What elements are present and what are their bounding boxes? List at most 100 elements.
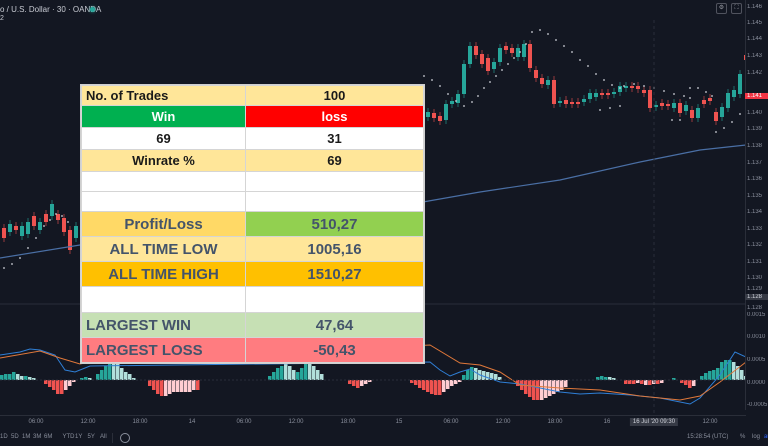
footer-divider — [112, 433, 113, 443]
winrate-value: 69 — [245, 149, 424, 172]
profit-loss-value: 510,27 — [245, 211, 424, 237]
time-axis-label: 16 — [603, 419, 611, 425]
signal-line — [0, 344, 746, 401]
price-axis-tick: 1.140 — [747, 110, 763, 116]
blank-cell — [81, 191, 246, 212]
auto-toggle[interactable]: auto — [764, 434, 768, 440]
parabolic-sar-dots — [3, 29, 746, 269]
winrate-row: Winrate % 69 — [81, 149, 424, 172]
win-label: Win — [81, 105, 246, 128]
time-axis-label: 12:00 — [495, 419, 511, 425]
price-axis-tick: 1.134 — [747, 209, 763, 215]
blank-cell — [81, 171, 246, 192]
win-loss-count-row: 69 31 — [81, 127, 424, 150]
range-button-6m[interactable]: 6M — [44, 434, 53, 440]
largest-win-label: LARGEST WIN — [81, 312, 246, 338]
range-button-5d[interactable]: 5D — [11, 434, 19, 440]
price-axis-tick: 1.133 — [747, 226, 763, 232]
blank-row — [81, 171, 424, 192]
price-axis-tick: 0.0015 — [747, 312, 766, 318]
trade-stats-table: No. of Trades 100 Win loss 69 31 Winrate… — [81, 85, 424, 363]
price-axis-tick: 0.0005 — [747, 357, 766, 363]
trades-label: No. of Trades — [81, 85, 246, 106]
range-button-5y[interactable]: 5Y — [87, 434, 95, 440]
time-axis-label: 12:00 — [80, 419, 96, 425]
win-count: 69 — [81, 127, 246, 150]
price-axis-tick: 1.132 — [747, 242, 763, 248]
price-axis-tick: 1.142 — [747, 70, 763, 76]
price-axis-tick: 1.137 — [747, 160, 763, 166]
price-axis-tick: 1.141 — [745, 93, 768, 99]
macd-line — [0, 348, 746, 405]
blank-row — [81, 191, 424, 212]
time-axis-label: 12:00 — [702, 419, 718, 425]
largest-loss-label: LARGEST LOSS — [81, 337, 246, 363]
time-axis[interactable]: 06:00 12:00 18:00 14 06:00 12:00 18:00 15 06:00 1… — [0, 415, 746, 430]
winrate-label: Winrate % — [81, 149, 246, 172]
all-time-high-label: ALL TIME HIGH — [81, 261, 246, 287]
market-status-dot — [90, 7, 95, 12]
chart-header: o / U.S. Dollar · 30 · OANDA 2 — [0, 0, 740, 22]
all-time-high-row: ALL TIME HIGH 1510,27 — [81, 261, 424, 287]
time-axis-label: 06:00 — [28, 419, 44, 425]
indicator-label: 2 — [0, 15, 4, 22]
price-axis-tick: 0.0010 — [747, 334, 766, 340]
price-axis-tick: 1.131 — [747, 259, 763, 265]
price-axis-tick: 1.129 — [747, 286, 763, 292]
loss-label: loss — [245, 105, 424, 128]
chart-top-icons: ⚙ ⛶ — [716, 3, 742, 14]
all-time-low-row: ALL TIME LOW 1005,16 — [81, 236, 424, 262]
symbol-title[interactable]: o / U.S. Dollar · 30 · OANDA — [0, 5, 102, 14]
all-time-high-value: 1510,27 — [245, 261, 424, 287]
price-axis-tick: 1.128 — [745, 294, 768, 300]
range-button-1m[interactable]: 1M — [22, 434, 31, 440]
time-axis-label: 18:00 — [132, 419, 148, 425]
price-axis-tick: 1.144 — [747, 36, 763, 42]
range-button-ytd[interactable]: YTD — [62, 434, 75, 440]
largest-win-row: LARGEST WIN 47,64 — [81, 312, 424, 338]
profit-loss-label: Profit/Loss — [81, 211, 246, 237]
crosshair-time-label: 16 Jul '20 09:30 — [629, 418, 679, 426]
win-loss-header-row: Win loss — [81, 105, 424, 128]
price-axis-tick: 1.135 — [747, 193, 763, 199]
blank-cell — [245, 286, 424, 313]
price-axis-tick: 1.146 — [747, 4, 763, 10]
time-axis-label: 12:00 — [288, 419, 304, 425]
time-axis-label: 18:00 — [340, 419, 356, 425]
price-axis-tick: 1.138 — [747, 143, 763, 149]
price-axis-tick: 1.130 — [747, 275, 763, 281]
settings-icon[interactable]: ⚙ — [716, 3, 727, 14]
price-axis[interactable]: 1.146 1.145 1.144 1.143 1.142 1.141 1.140 1.139… — [745, 0, 768, 410]
range-button-3m[interactable]: 3M — [33, 434, 42, 440]
all-time-low-value: 1005,16 — [245, 236, 424, 262]
time-axis-label: 15 — [395, 419, 403, 425]
time-axis-label: 18:00 — [547, 419, 563, 425]
candles — [2, 40, 746, 254]
price-axis-tick: 1.139 — [747, 126, 763, 132]
blank-row — [81, 286, 424, 313]
price-axis-tick: -0.0005 — [747, 402, 768, 408]
range-button-1d[interactable]: 1D — [0, 434, 8, 440]
blank-cell — [245, 191, 424, 212]
go-to-date-icon[interactable] — [120, 433, 130, 443]
price-axis-tick: 1.143 — [747, 53, 763, 59]
range-button-all[interactable]: All — [100, 434, 107, 440]
time-axis-label: 06:00 — [443, 419, 459, 425]
percent-toggle[interactable]: % — [740, 434, 746, 440]
trades-row: No. of Trades 100 — [81, 85, 424, 106]
largest-loss-row: LARGEST LOSS -50,43 — [81, 337, 424, 363]
range-button-1y[interactable]: 1Y — [75, 434, 83, 440]
all-time-low-label: ALL TIME LOW — [81, 236, 246, 262]
time-axis-label: 14 — [188, 419, 196, 425]
price-axis-tick: 1.145 — [747, 20, 763, 26]
blank-cell — [81, 286, 246, 313]
largest-win-value: 47,64 — [245, 312, 424, 338]
fullscreen-icon[interactable]: ⛶ — [731, 3, 742, 14]
blank-cell — [245, 171, 424, 192]
loss-count: 31 — [245, 127, 424, 150]
price-axis-tick: 0.0000 — [747, 380, 766, 386]
utc-clock[interactable]: 15:28:54 (UTC) — [687, 434, 729, 440]
price-axis-tick: 1.136 — [747, 176, 763, 182]
log-toggle[interactable]: log — [752, 434, 761, 440]
